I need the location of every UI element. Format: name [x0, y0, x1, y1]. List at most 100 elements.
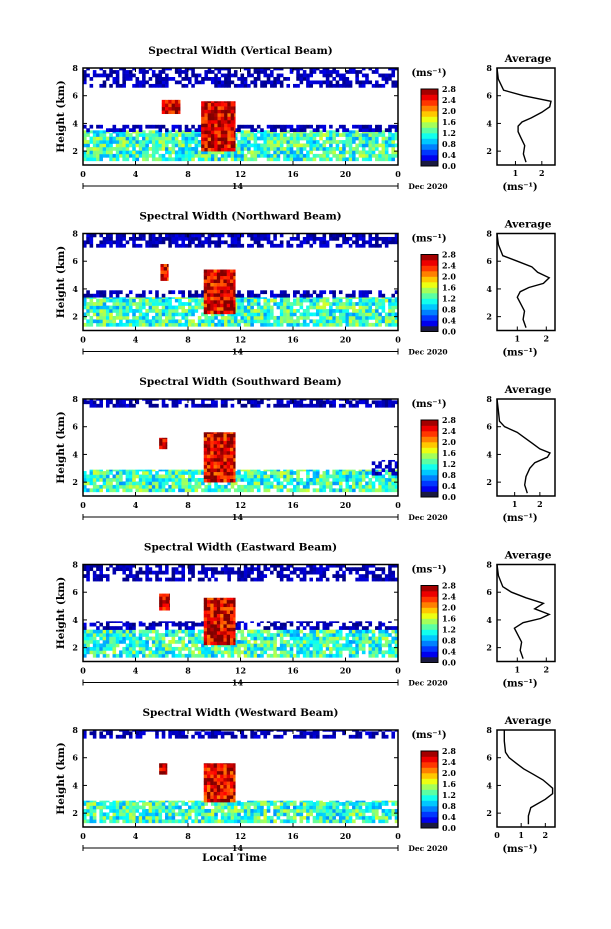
heatmap-cell: [306, 77, 310, 81]
colorbar-segment: [421, 122, 438, 128]
heatmap-cell: [306, 315, 310, 320]
heatmap-cell: [165, 643, 169, 648]
heatmap-cell: [309, 477, 313, 482]
heatmap-cell: [216, 613, 221, 618]
heatmap-cell: [210, 296, 214, 301]
heatmap-cell: [216, 432, 221, 434]
heatmap-cell: [243, 640, 248, 644]
heatmap-cell: [345, 643, 350, 648]
heatmap-cell: [125, 140, 130, 144]
heatmap-cell: [197, 240, 202, 245]
heatmap-cell: [171, 484, 176, 489]
heatmap-cell: [210, 322, 215, 327]
heatmap-cell: [240, 136, 245, 141]
heatmap-cell: [342, 146, 346, 151]
heatmap-cell: [368, 484, 373, 489]
heatmap-cell: [178, 626, 182, 630]
heatmap-cell: [296, 157, 300, 162]
heatmap-cell: [178, 99, 181, 104]
heatmap-cell: [223, 306, 228, 311]
heatmap-cell: [394, 128, 399, 133]
heatmap-cell: [226, 450, 231, 455]
heatmap-cell: [286, 564, 291, 568]
heatmap-cell: [148, 629, 153, 634]
heatmap-cell: [92, 319, 97, 324]
heatmap-cell: [226, 447, 231, 452]
heatmap-cell: [194, 128, 199, 133]
heatmap-cell: [240, 403, 245, 408]
date-marker: 14: [232, 512, 244, 522]
heatmap-cell: [89, 305, 94, 310]
heatmap-cell: [188, 319, 192, 324]
heatmap-cell: [348, 469, 353, 472]
heatmap-cell: [178, 646, 182, 651]
heatmap-cell: [201, 133, 205, 138]
heatmap-cell: [233, 450, 236, 455]
heatmap-cell: [148, 136, 153, 141]
heatmap-cell: [223, 432, 228, 434]
heatmap-cell: [286, 477, 291, 482]
heatmap-cell: [194, 243, 199, 248]
heatmap-cell: [207, 243, 212, 248]
heatmap-cell: [312, 481, 317, 486]
heatmap-cell: [355, 403, 359, 408]
heatmap-cell: [122, 636, 126, 641]
heatmap-cell: [109, 133, 113, 137]
heatmap-cell: [191, 626, 195, 630]
heatmap-cell: [361, 315, 366, 320]
heatmap-cell: [266, 643, 271, 648]
heatmap-cell: [266, 629, 271, 634]
heatmap-cell: [102, 80, 107, 85]
heatmap-cell: [181, 157, 186, 162]
heatmap-cell: [306, 622, 310, 627]
heatmap-cell: [345, 70, 350, 74]
heatmap-cell: [394, 297, 399, 299]
heatmap-cell: [296, 136, 300, 141]
average-x-label: (ms⁻¹): [502, 348, 537, 359]
heatmap-cell: [302, 309, 307, 313]
heatmap-cell: [237, 577, 241, 582]
heatmap-cell: [388, 124, 392, 129]
heatmap-cell: [125, 399, 130, 401]
heatmap-cell: [112, 70, 117, 74]
heatmap-cell: [168, 236, 172, 241]
heatmap-cell: [213, 293, 218, 297]
heatmap-cell: [306, 150, 310, 155]
heatmap-cell: [142, 484, 146, 489]
heatmap-cell: [92, 477, 97, 482]
heatmap-cell: [279, 136, 284, 141]
heatmap-cell: [276, 484, 281, 489]
heatmap-cell: [178, 484, 182, 489]
heatmap-cell: [348, 570, 353, 575]
heatmap-cell: [151, 297, 156, 299]
heatmap-cell: [315, 488, 320, 493]
heatmap-cell: [92, 622, 97, 627]
heatmap-cell: [355, 233, 359, 238]
heatmap-cell: [213, 289, 218, 294]
heatmap-cell: [263, 146, 268, 151]
heatmap-cell: [99, 68, 103, 71]
heatmap-cell: [233, 319, 238, 324]
heatmap-cell: [161, 650, 166, 655]
heatmap-cell: [299, 322, 304, 327]
heatmap-cell: [299, 646, 304, 651]
heatmap-cell: [197, 577, 202, 582]
heatmap-cell: [184, 477, 189, 482]
heatmap-cell: [128, 481, 133, 486]
heatmap-cell: [381, 293, 386, 298]
heatmap-cell: [335, 629, 340, 634]
heatmap-cell: [250, 290, 254, 295]
heatmap-cell: [142, 399, 146, 401]
heatmap-cell: [204, 312, 208, 317]
heatmap-cell: [210, 133, 215, 138]
heatmap-cell: [226, 433, 231, 438]
heatmap-cell: [332, 399, 336, 401]
heatmap-cell: [306, 564, 310, 568]
heatmap-cell: [388, 633, 392, 637]
heatmap-cell: [322, 290, 327, 295]
heatmap-cell: [142, 290, 146, 295]
heatmap-cell: [319, 481, 323, 486]
heatmap-cell: [289, 577, 294, 582]
heatmap-cell: [83, 297, 87, 299]
heatmap-cell: [217, 646, 222, 651]
